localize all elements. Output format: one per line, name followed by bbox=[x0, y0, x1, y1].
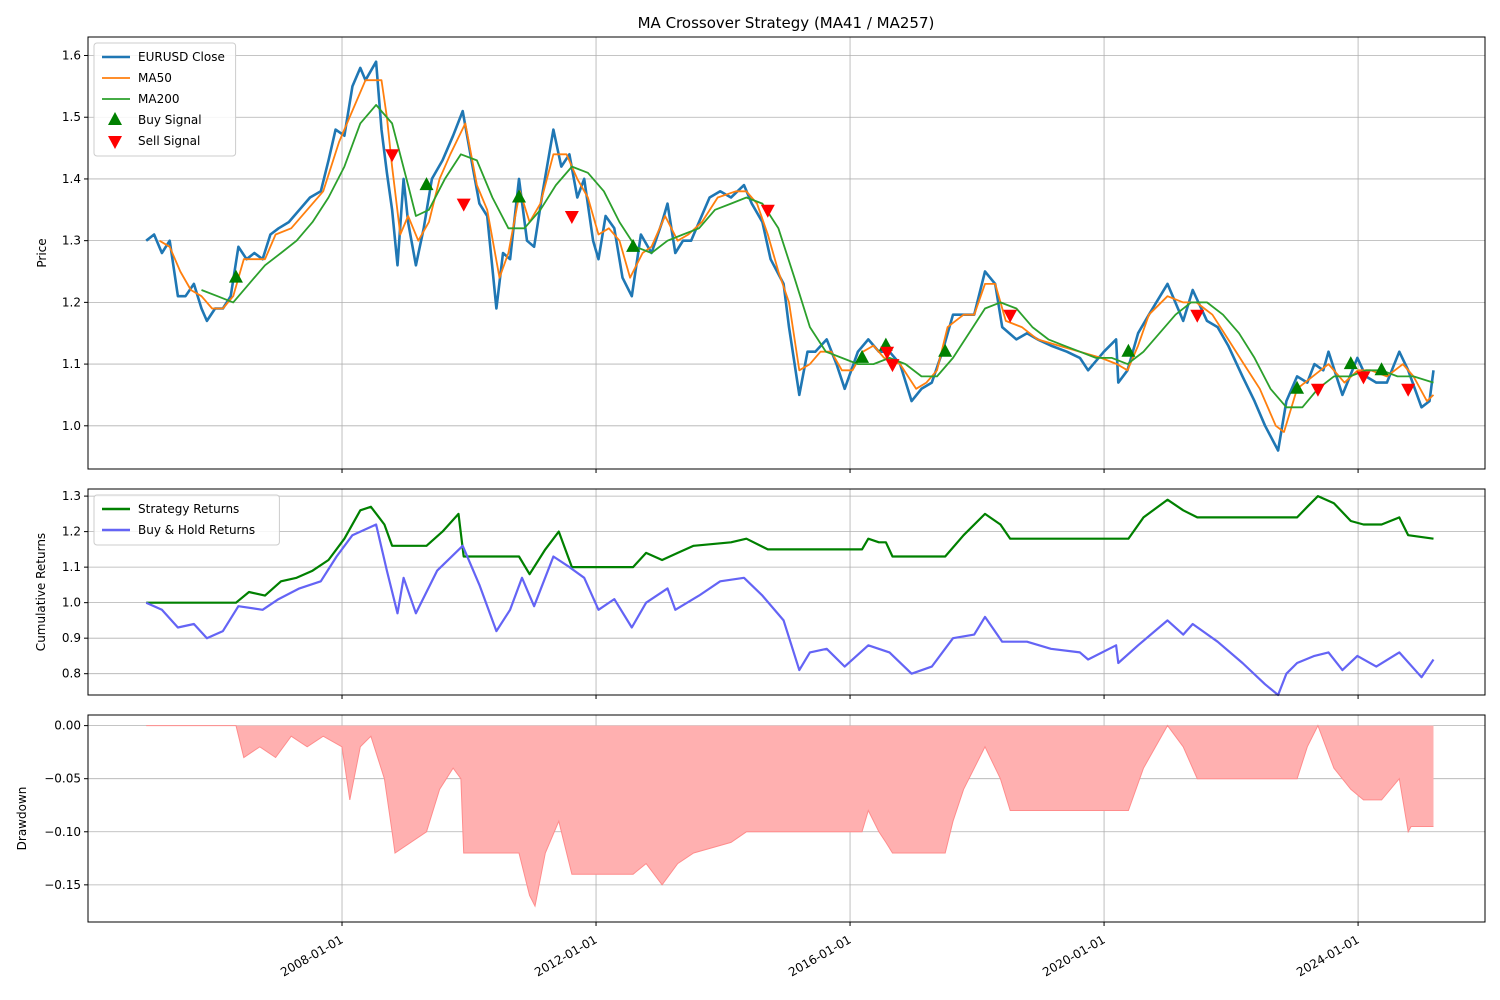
legend-label-close: EURUSD Close bbox=[138, 50, 225, 64]
buy-signal-marker bbox=[626, 238, 641, 252]
sell-signal-marker bbox=[456, 198, 471, 212]
legend: Strategy Returns Buy & Hold Returns bbox=[93, 494, 280, 546]
buy-signal-marker bbox=[855, 349, 870, 363]
close-series-line bbox=[145, 60, 1435, 452]
axes-frame bbox=[87, 488, 1486, 696]
sell-signal-marker bbox=[880, 346, 895, 360]
sell-signal-marker bbox=[385, 149, 400, 163]
sell-signal-marker bbox=[564, 210, 579, 224]
y-tick-label: 1.3 bbox=[62, 489, 81, 503]
legend-frame bbox=[93, 42, 237, 157]
axes-frame bbox=[87, 714, 1486, 923]
y-tick-label: 0.9 bbox=[62, 631, 81, 645]
buy-signal-marker bbox=[512, 189, 527, 203]
legend-label-ma_fast: MA50 bbox=[138, 71, 172, 85]
strategy-series-line bbox=[146, 495, 1434, 604]
y-axis-label: Price bbox=[35, 238, 49, 267]
price-panel: 1.0 1.1 1.2 1.3 1.4 1.5 1.6 Price EURUSD Close MA… bbox=[35, 36, 1486, 473]
buy-signal-marker bbox=[938, 343, 953, 357]
buy-signal-marker bbox=[228, 269, 243, 283]
sell-signal-marker bbox=[1401, 383, 1416, 397]
y-tick-label: 1.0 bbox=[62, 596, 81, 610]
y-tick-label: 1.6 bbox=[62, 49, 81, 63]
y-axis-label: Cumulative Returns bbox=[34, 533, 48, 651]
y-tick-label: −0.15 bbox=[44, 878, 81, 892]
legend-label-strategy: Strategy Returns bbox=[138, 502, 239, 516]
y-tick-label: 1.4 bbox=[62, 172, 81, 186]
legend: EURUSD Close MA50 MA200 Buy Signal Sell Sign… bbox=[93, 42, 237, 157]
ma_slow-series-line bbox=[201, 104, 1434, 409]
legend-label-ma_slow: MA200 bbox=[138, 92, 179, 106]
drawdown-line bbox=[146, 724, 1434, 908]
y-tick-label: 1.3 bbox=[62, 234, 81, 248]
sell-signal-marker bbox=[885, 359, 900, 373]
buy-signal-marker bbox=[419, 177, 434, 191]
y-tick-label: 1.5 bbox=[62, 110, 81, 124]
drawdown-panel: −0.15 −0.10 −0.05 0.00 Drawdown bbox=[15, 714, 1486, 926]
y-tick-label: 1.2 bbox=[62, 525, 81, 539]
legend-swatch-sell bbox=[108, 136, 122, 149]
y-tick-label: 0.00 bbox=[54, 719, 81, 733]
sell-signal-marker bbox=[1190, 309, 1205, 323]
buy-signal-marker bbox=[1343, 356, 1358, 370]
y-tick-label: 1.2 bbox=[62, 295, 81, 309]
y-tick-label: 1.1 bbox=[62, 560, 81, 574]
buy-signal-marker bbox=[1374, 362, 1389, 376]
drawdown-area bbox=[146, 725, 1434, 907]
y-tick-label: 1.0 bbox=[62, 419, 81, 433]
y-tick-label: −0.10 bbox=[44, 825, 81, 839]
y-tick-label: 1.1 bbox=[62, 357, 81, 371]
legend-label-buy: Buy Signal bbox=[138, 113, 202, 127]
buy-signal-marker bbox=[1290, 380, 1305, 394]
y-tick-label: 0.8 bbox=[62, 667, 81, 681]
sell-signal-marker bbox=[1356, 371, 1371, 385]
axes-frame bbox=[87, 36, 1486, 470]
sell-signal-marker bbox=[760, 204, 775, 218]
buyhold-series-line bbox=[145, 523, 1435, 697]
legend-swatch-buy bbox=[108, 112, 122, 125]
legend-label-buyhold: Buy & Hold Returns bbox=[138, 523, 255, 537]
sell-signal-marker bbox=[1310, 383, 1325, 397]
y-axis-label: Drawdown bbox=[15, 787, 29, 851]
returns-panel: 0.8 0.9 1.0 1.1 1.2 1.3 Cumulative Returns Stra… bbox=[34, 488, 1486, 699]
y-tick-label: −0.05 bbox=[44, 772, 81, 786]
figure-title: MA Crossover Strategy (MA41 / MA257) bbox=[638, 14, 935, 32]
buy-signal-marker bbox=[1121, 343, 1136, 357]
legend-label-sell: Sell Signal bbox=[138, 134, 200, 148]
sell-signal-marker bbox=[1003, 309, 1018, 323]
legend-frame bbox=[93, 494, 280, 546]
